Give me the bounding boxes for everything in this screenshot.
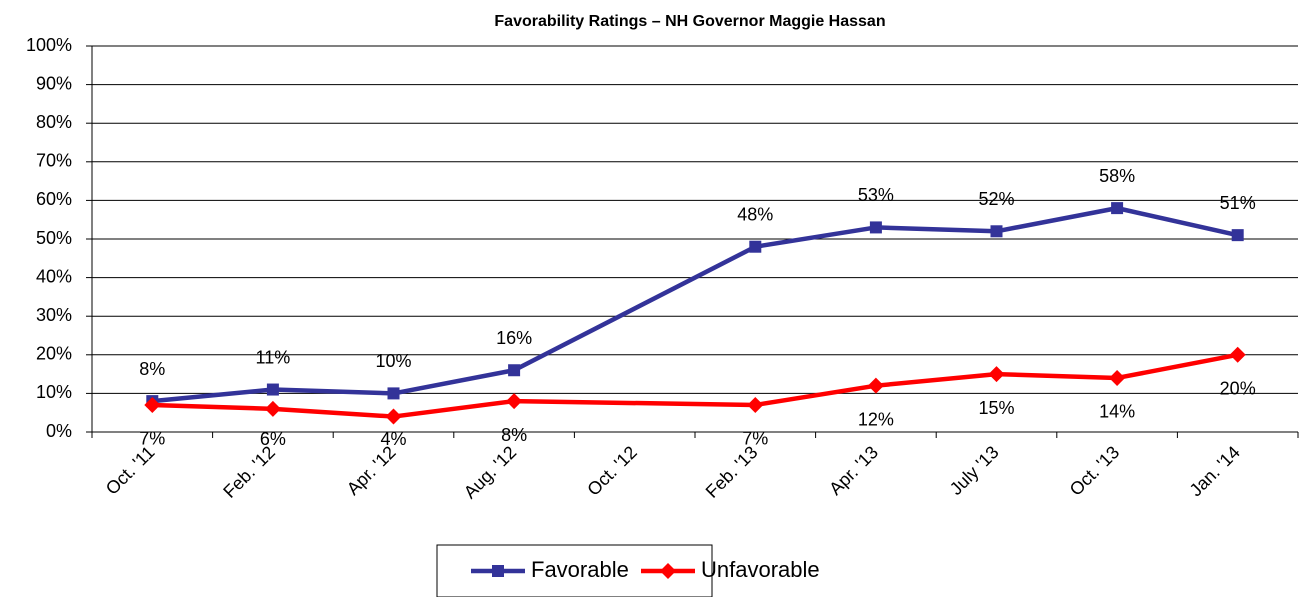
data-label: 11% xyxy=(256,347,291,367)
data-point xyxy=(266,383,279,396)
y-tick-label: 0% xyxy=(46,421,72,441)
data-label: 8% xyxy=(501,425,527,445)
data-point xyxy=(990,225,1003,238)
data-label: 52% xyxy=(978,189,1014,209)
legend-marker xyxy=(660,563,676,579)
x-tick-label: Feb. '13 xyxy=(702,442,762,502)
data-point xyxy=(508,364,521,377)
y-tick-label: 100% xyxy=(26,35,72,55)
x-tick-label: Oct. '13 xyxy=(1066,442,1124,500)
data-point xyxy=(387,387,400,400)
y-tick-label: 30% xyxy=(36,305,72,325)
data-point xyxy=(264,400,281,417)
data-point xyxy=(988,366,1005,383)
data-label: 7% xyxy=(742,429,768,449)
x-tick-label: Oct. '11 xyxy=(102,442,159,499)
data-label: 7% xyxy=(139,429,165,449)
data-point xyxy=(747,396,764,413)
data-label: 10% xyxy=(375,351,411,371)
y-tick-label: 20% xyxy=(36,344,72,364)
data-label: 20% xyxy=(1220,379,1256,399)
data-point xyxy=(1109,369,1126,386)
y-tick-label: 50% xyxy=(36,228,72,248)
data-label: 16% xyxy=(496,328,532,348)
data-point xyxy=(1231,229,1244,242)
data-point xyxy=(385,408,402,425)
data-label: 53% xyxy=(858,185,894,205)
data-label: 12% xyxy=(858,409,894,429)
x-tick-label: Aug. '12 xyxy=(460,442,520,502)
y-tick-label: 90% xyxy=(36,73,72,93)
data-point xyxy=(749,240,762,253)
data-label: 4% xyxy=(380,429,406,449)
data-label: 51% xyxy=(1220,193,1256,213)
data-point xyxy=(869,221,882,234)
legend-label: Favorable xyxy=(531,557,629,582)
data-label: 48% xyxy=(737,204,773,224)
x-tick-label: Feb. '12 xyxy=(219,442,279,502)
y-tick-label: 70% xyxy=(36,151,72,171)
x-tick-label: Oct. '12 xyxy=(583,442,641,500)
data-label: 8% xyxy=(139,359,165,379)
series-line xyxy=(152,205,1239,404)
data-point xyxy=(867,377,884,394)
chart-title: Favorability Ratings – NH Governor Maggi… xyxy=(494,13,885,30)
data-label: 14% xyxy=(1099,402,1135,422)
legend-label: Unfavorable xyxy=(701,557,820,582)
y-tick-label: 10% xyxy=(36,382,72,402)
x-tick-label: July '13 xyxy=(946,442,1003,499)
legend-marker xyxy=(492,565,504,577)
x-tick-label: Apr. '13 xyxy=(825,442,882,499)
data-point xyxy=(1111,202,1124,215)
y-tick-label: 80% xyxy=(36,112,72,132)
series-line xyxy=(152,352,1239,419)
y-tick-label: 40% xyxy=(36,266,72,286)
data-label: 6% xyxy=(260,429,286,449)
data-point xyxy=(506,393,523,410)
data-label: 58% xyxy=(1099,166,1135,186)
x-tick-label: Jan. '14 xyxy=(1186,442,1244,500)
data-point xyxy=(144,396,161,413)
x-tick-label: Apr. '12 xyxy=(343,442,400,499)
data-point xyxy=(1229,346,1246,363)
y-tick-label: 60% xyxy=(36,189,72,209)
data-label: 15% xyxy=(978,398,1014,418)
